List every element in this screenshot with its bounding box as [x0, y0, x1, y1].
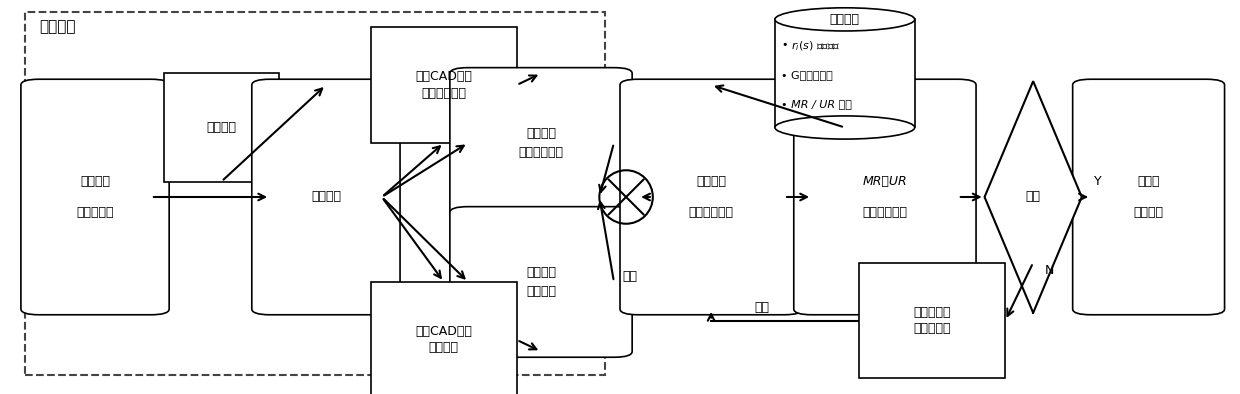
FancyBboxPatch shape [1073, 79, 1225, 315]
Text: 典型工艺: 典型工艺 [526, 285, 556, 298]
Text: 工艺方案: 工艺方案 [1133, 206, 1163, 219]
Text: 初始工艺方案: 初始工艺方案 [518, 146, 563, 159]
Text: 制造特征: 制造特征 [311, 191, 341, 203]
Text: 粗加工: 粗加工 [1137, 175, 1159, 188]
Text: N: N [1044, 264, 1054, 277]
Text: 映射: 映射 [622, 269, 637, 282]
FancyBboxPatch shape [450, 206, 632, 357]
Polygon shape [985, 81, 1081, 313]
Text: 贯通: 贯通 [1025, 191, 1040, 203]
FancyBboxPatch shape [21, 79, 169, 315]
Text: • G构建与分割: • G构建与分割 [781, 71, 833, 80]
FancyBboxPatch shape [620, 79, 802, 315]
Text: 动态演化模型: 动态演化模型 [862, 206, 908, 219]
Text: 特征识别: 特征识别 [206, 121, 237, 134]
Text: 中轴算法: 中轴算法 [830, 13, 859, 26]
Text: 待制零件: 待制零件 [81, 175, 110, 188]
Text: • MR / UR 计算: • MR / UR 计算 [781, 99, 852, 109]
Text: 三维CAD模型: 三维CAD模型 [415, 71, 472, 84]
Text: 相似零件: 相似零件 [526, 266, 556, 279]
Text: 自适应进化: 自适应进化 [914, 322, 951, 335]
FancyBboxPatch shape [794, 79, 976, 315]
Text: 初始工艺方案: 初始工艺方案 [688, 206, 734, 219]
Text: 待制零件: 待制零件 [696, 175, 727, 188]
FancyBboxPatch shape [371, 27, 517, 143]
Text: 相似特征: 相似特征 [526, 127, 556, 140]
FancyBboxPatch shape [450, 68, 632, 218]
Text: 三维CAD模型: 三维CAD模型 [415, 325, 472, 338]
Text: Y: Y [1094, 175, 1101, 188]
Text: 已有工作: 已有工作 [40, 20, 76, 35]
Text: （型腔类）: （型腔类） [77, 206, 114, 219]
FancyBboxPatch shape [371, 282, 517, 394]
Text: 粗加工工序: 粗加工工序 [914, 306, 951, 319]
Ellipse shape [775, 116, 915, 139]
Text: 局部结构检索: 局部结构检索 [422, 87, 466, 100]
FancyBboxPatch shape [859, 263, 1006, 379]
Text: 整体检索: 整体检索 [429, 342, 459, 355]
FancyBboxPatch shape [775, 19, 915, 128]
Text: MR与UR: MR与UR [863, 175, 908, 188]
Text: 更新: 更新 [755, 301, 770, 314]
Ellipse shape [775, 8, 915, 31]
FancyBboxPatch shape [164, 73, 279, 182]
Text: • $r_i(s)$ 交点计算: • $r_i(s)$ 交点计算 [781, 40, 841, 53]
FancyBboxPatch shape [252, 79, 401, 315]
